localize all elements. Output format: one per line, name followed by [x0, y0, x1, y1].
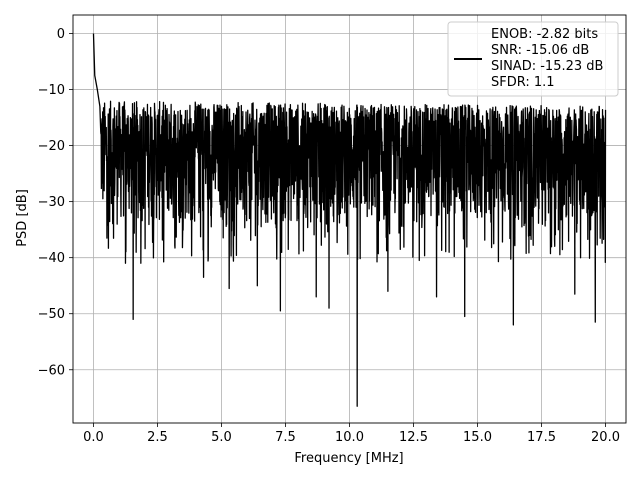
x-tick-label: 20.0: [591, 430, 620, 445]
y-axis-label: PSD [dB]: [15, 189, 30, 247]
y-tick-label: −50: [38, 307, 65, 322]
x-tick-label: 7.5: [275, 430, 296, 445]
y-tick-label: −60: [38, 363, 65, 378]
x-axis-ticks: 0.0 2.5 5.0 7.5 10.0 12.5 15.0 17.5 20.0: [83, 423, 620, 445]
x-tick-label: 17.5: [527, 430, 556, 445]
x-axis-label: Frequency [MHz]: [294, 451, 403, 466]
y-tick-label: 0: [57, 27, 65, 42]
plot-area: [92, 33, 607, 407]
y-tick-label: −30: [38, 195, 65, 210]
legend-label: ENOB: -2.82 bits SNR: -15.06 dB SINAD: -15…: [491, 27, 603, 90]
y-tick-label: −10: [38, 83, 65, 98]
x-tick-label: 2.5: [147, 430, 168, 445]
x-tick-label: 15.0: [463, 430, 492, 445]
x-tick-label: 12.5: [399, 430, 428, 445]
legend-box: [447, 21, 619, 97]
psd-series-line: [92, 33, 607, 407]
y-tick-label: −40: [38, 251, 65, 266]
x-tick-label: 10.0: [335, 430, 364, 445]
y-tick-label: −20: [38, 139, 65, 154]
x-tick-label: 5.0: [211, 430, 232, 445]
legend: ENOB: -2.82 bits SNR: -15.06 dB SINAD: -15…: [447, 21, 619, 97]
y-axis-ticks: 0 −10 −20 −30 −40 −50 −60: [38, 27, 73, 378]
x-tick-label: 0.0: [83, 430, 104, 445]
